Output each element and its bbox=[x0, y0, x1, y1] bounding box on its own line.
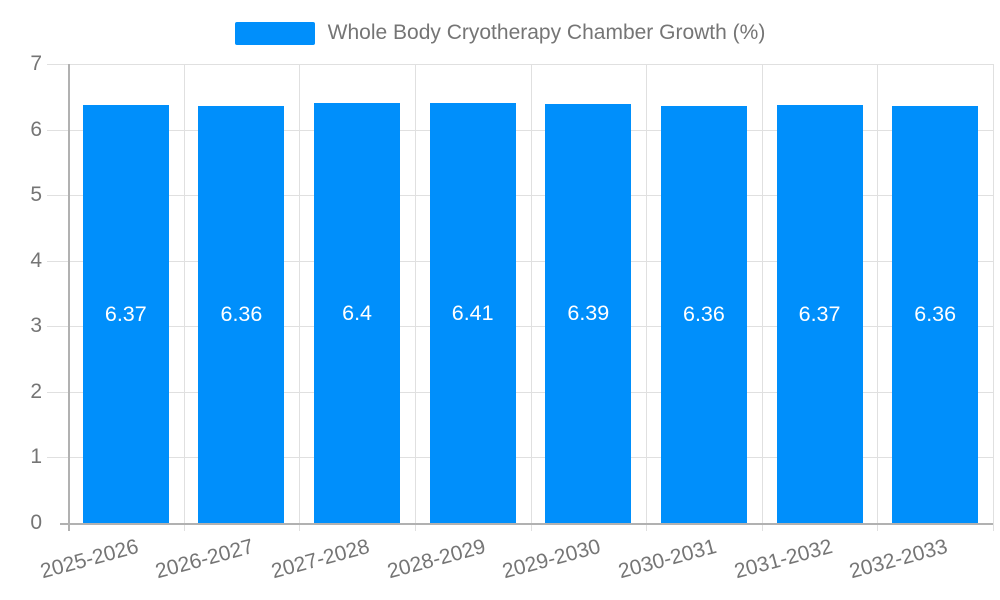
y-axis-tick bbox=[47, 391, 68, 393]
legend-swatch bbox=[234, 21, 315, 45]
bar-2031-2032[interactable] bbox=[776, 105, 863, 523]
y-axis-tick bbox=[47, 195, 68, 197]
x-axis-line bbox=[60, 523, 993, 525]
y-axis-label: 1 bbox=[30, 445, 42, 469]
y-axis-label: 4 bbox=[30, 248, 42, 272]
y-axis-label: 6 bbox=[30, 117, 42, 141]
gridline-vertical bbox=[414, 64, 416, 531]
chart-legend[interactable]: Whole Body Cryotherapy Chamber Growth (%… bbox=[0, 14, 1000, 52]
gridline-vertical bbox=[993, 64, 994, 531]
y-axis-tick bbox=[47, 457, 68, 459]
gridline-vertical bbox=[299, 64, 301, 531]
y-axis-tick bbox=[47, 260, 68, 262]
bar-2027-2028[interactable] bbox=[314, 103, 401, 523]
gridline-vertical bbox=[877, 64, 879, 531]
y-axis-label: 0 bbox=[30, 511, 42, 534]
bar-2028-2029[interactable] bbox=[429, 102, 516, 523]
y-axis-tick bbox=[47, 326, 68, 328]
gridline-vertical bbox=[761, 64, 763, 531]
y-axis-line bbox=[68, 64, 70, 531]
gridline-vertical bbox=[646, 64, 648, 531]
bar-2026-2027[interactable] bbox=[198, 105, 285, 523]
y-axis-label: 7 bbox=[30, 52, 42, 75]
gridline-vertical bbox=[530, 64, 532, 531]
y-axis-label: 3 bbox=[30, 314, 42, 338]
gridline-vertical bbox=[183, 64, 185, 531]
bar-2030-2031[interactable] bbox=[660, 105, 747, 523]
y-axis-tick bbox=[47, 64, 68, 65]
bar-2032-2033[interactable] bbox=[892, 105, 979, 523]
y-axis-label: 5 bbox=[30, 183, 42, 207]
y-axis-label: 2 bbox=[30, 379, 42, 403]
bar-2029-2030[interactable] bbox=[545, 103, 632, 523]
y-axis-tick bbox=[47, 129, 68, 131]
legend-label: Whole Body Cryotherapy Chamber Growth (%… bbox=[327, 21, 766, 44]
bar-2025-2026[interactable] bbox=[82, 105, 169, 523]
